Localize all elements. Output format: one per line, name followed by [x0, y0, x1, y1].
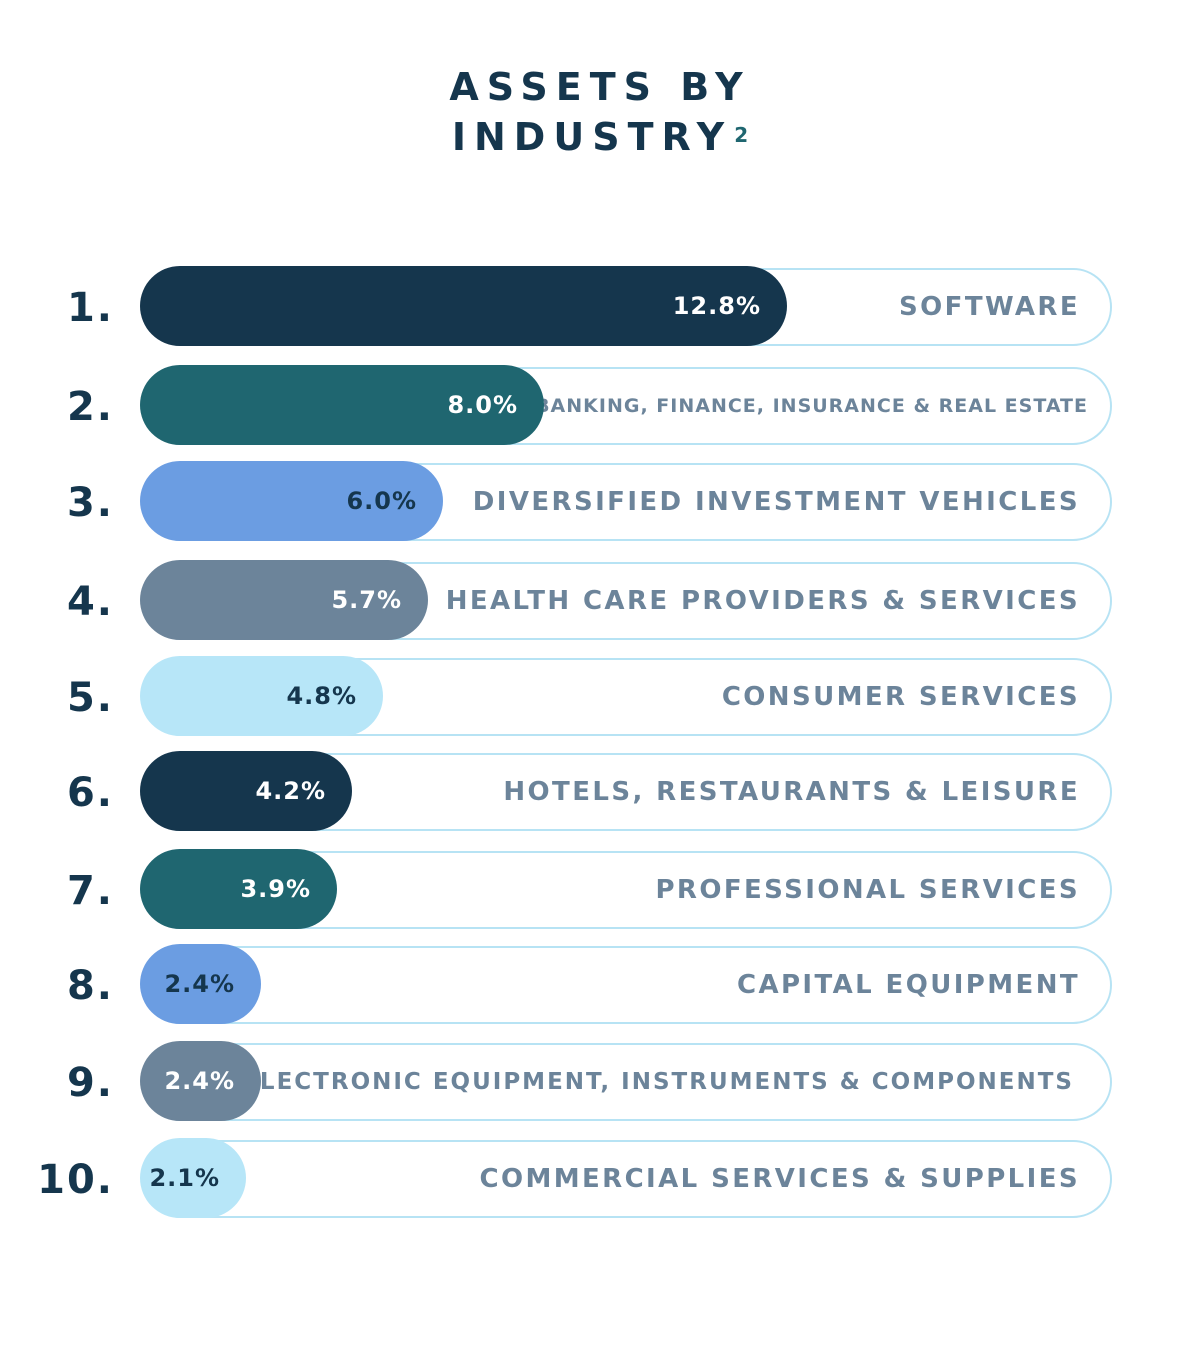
- rank-number: 7.: [66, 868, 114, 914]
- bar: [140, 266, 787, 346]
- bar-track: [142, 1043, 1112, 1121]
- title-line-1: ASSETS BY: [449, 65, 751, 109]
- bar-row: 10. COMMERCIAL SERVICES & SUPPLIES 2.1%: [0, 1138, 1200, 1218]
- value-label: 2.4%: [164, 970, 235, 998]
- bar-row: 2. BANKING, FINANCE, INSURANCE & REAL EST…: [0, 365, 1200, 445]
- bar-row: 3. DIVERSIFIED INVESTMENT VEHICLES 6.0%: [0, 461, 1200, 541]
- category-label: HOTELS, RESTAURANTS & LEISURE: [503, 777, 1080, 807]
- category-label: BANKING, FINANCE, INSURANCE & REAL ESTAT…: [535, 395, 1088, 417]
- category-label: COMMERCIAL SERVICES & SUPPLIES: [479, 1164, 1080, 1194]
- bar-row: 4. HEALTH CARE PROVIDERS & SERVICES 5.7%: [0, 560, 1200, 640]
- rank-number: 8.: [66, 963, 114, 1009]
- rank-number: 2.: [66, 384, 114, 430]
- value-label: 8.0%: [447, 391, 518, 419]
- chart-title: ASSETS BY INDUSTRY 2: [0, 62, 1200, 162]
- bar-row: 1. SOFTWARE 12.8%: [0, 266, 1200, 346]
- bar: [140, 1138, 246, 1218]
- bar: [140, 1041, 261, 1121]
- value-label: 4.2%: [255, 777, 326, 805]
- bar-row: 9. ELECTRONIC EQUIPMENT, INSTRUMENTS & CO…: [0, 1041, 1200, 1121]
- value-label: 4.8%: [286, 682, 357, 710]
- value-label: 3.9%: [240, 875, 311, 903]
- bar: [140, 365, 544, 445]
- category-label: ELECTRONIC EQUIPMENT, INSTRUMENTS & COMP…: [242, 1069, 1074, 1095]
- rank-number: 1.: [66, 285, 114, 331]
- value-label: 6.0%: [346, 487, 417, 515]
- category-label: SOFTWARE: [899, 292, 1080, 322]
- rank-number: 10.: [37, 1157, 114, 1203]
- value-label: 12.8%: [672, 292, 761, 320]
- value-label: 5.7%: [331, 586, 402, 614]
- bar-row: 5. CONSUMER SERVICES 4.8%: [0, 656, 1200, 736]
- value-label: 2.4%: [164, 1067, 235, 1095]
- bar-row: 7. PROFESSIONAL SERVICES 3.9%: [0, 849, 1200, 929]
- title-footnote-marker: 2: [734, 123, 749, 147]
- bar: [140, 849, 337, 929]
- category-label: DIVERSIFIED INVESTMENT VEHICLES: [472, 487, 1080, 517]
- rank-number: 4.: [66, 579, 114, 625]
- bar-row: 8. CAPITAL EQUIPMENT 2.4%: [0, 944, 1200, 1024]
- category-label: CONSUMER SERVICES: [721, 682, 1080, 712]
- rank-number: 6.: [66, 770, 114, 816]
- bar: [140, 751, 352, 831]
- bar-track: [142, 1140, 1112, 1218]
- bar: [140, 944, 261, 1024]
- bar: [140, 560, 428, 640]
- title-line-2-text: INDUSTRY: [451, 115, 733, 159]
- rank-number: 3.: [66, 480, 114, 526]
- bar: [140, 656, 383, 736]
- title-line-2: INDUSTRY 2: [0, 112, 1200, 162]
- bar: [140, 461, 443, 541]
- category-label: CAPITAL EQUIPMENT: [736, 970, 1080, 1000]
- rank-number: 5.: [66, 675, 114, 721]
- value-label: 2.1%: [149, 1164, 220, 1192]
- rank-number: 9.: [66, 1060, 114, 1106]
- bar-row: 6. HOTELS, RESTAURANTS & LEISURE 4.2%: [0, 751, 1200, 831]
- category-label: HEALTH CARE PROVIDERS & SERVICES: [445, 586, 1080, 616]
- category-label: PROFESSIONAL SERVICES: [655, 875, 1080, 905]
- bar-track: [142, 946, 1112, 1024]
